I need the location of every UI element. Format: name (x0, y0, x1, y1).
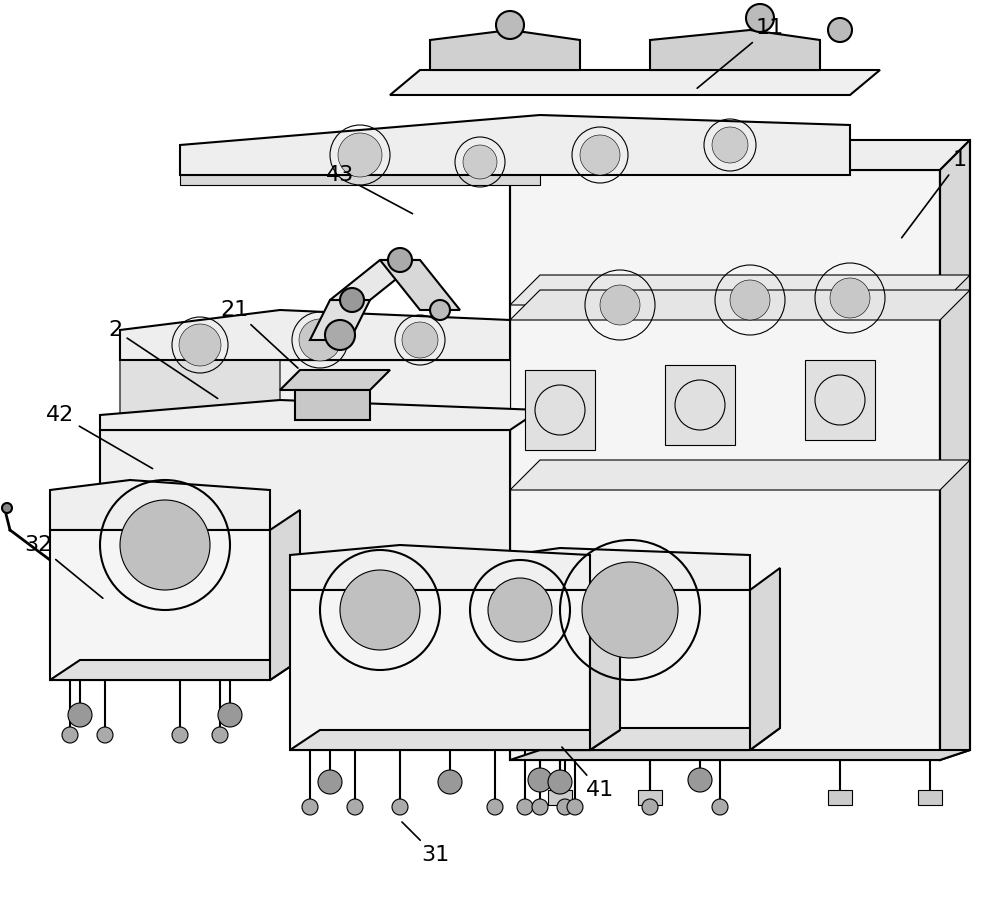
Circle shape (746, 4, 774, 32)
Bar (638, 790, 662, 805)
Polygon shape (940, 140, 970, 760)
Polygon shape (805, 360, 875, 440)
Polygon shape (100, 430, 510, 600)
Polygon shape (510, 590, 750, 750)
Circle shape (438, 770, 462, 794)
Circle shape (302, 799, 318, 815)
Text: 11: 11 (697, 18, 784, 88)
Polygon shape (665, 365, 735, 445)
Polygon shape (390, 70, 880, 95)
Polygon shape (50, 480, 270, 530)
Circle shape (557, 799, 573, 815)
Polygon shape (330, 260, 420, 300)
Circle shape (528, 768, 552, 792)
Text: 42: 42 (46, 405, 153, 469)
Circle shape (517, 799, 533, 815)
Circle shape (299, 319, 341, 361)
Polygon shape (180, 115, 850, 175)
Polygon shape (290, 545, 590, 590)
Circle shape (392, 799, 408, 815)
Polygon shape (510, 548, 750, 590)
Circle shape (830, 278, 870, 318)
Text: 41: 41 (562, 747, 614, 800)
Bar (918, 790, 942, 805)
Text: 2: 2 (108, 320, 218, 399)
Circle shape (388, 248, 412, 272)
Polygon shape (180, 175, 540, 185)
Circle shape (828, 18, 852, 42)
Polygon shape (525, 370, 595, 450)
Polygon shape (650, 30, 820, 70)
Text: 1: 1 (902, 150, 967, 238)
Circle shape (340, 570, 420, 650)
Circle shape (730, 280, 770, 320)
Circle shape (218, 703, 242, 727)
Circle shape (2, 503, 12, 513)
Circle shape (120, 500, 210, 590)
Circle shape (325, 320, 355, 350)
Circle shape (179, 324, 221, 366)
Polygon shape (510, 170, 940, 760)
Circle shape (68, 703, 92, 727)
Polygon shape (430, 30, 580, 70)
Bar (828, 790, 852, 805)
Polygon shape (290, 590, 590, 750)
Text: 43: 43 (326, 165, 413, 214)
Circle shape (172, 727, 188, 743)
Circle shape (496, 11, 524, 39)
Polygon shape (310, 300, 370, 340)
Polygon shape (510, 750, 970, 760)
Circle shape (532, 799, 548, 815)
Circle shape (212, 727, 228, 743)
Polygon shape (100, 400, 540, 430)
Circle shape (642, 799, 658, 815)
Polygon shape (270, 510, 300, 680)
Circle shape (430, 300, 450, 320)
Polygon shape (280, 370, 390, 390)
Circle shape (580, 135, 620, 175)
Circle shape (62, 727, 78, 743)
Text: 21: 21 (221, 300, 298, 368)
Circle shape (402, 322, 438, 358)
Bar (295, 390, 370, 420)
Polygon shape (590, 568, 620, 750)
Text: 31: 31 (402, 822, 449, 865)
Polygon shape (120, 310, 510, 360)
Polygon shape (50, 660, 300, 680)
Polygon shape (510, 140, 970, 170)
Circle shape (318, 770, 342, 794)
Polygon shape (50, 530, 270, 680)
Circle shape (582, 562, 678, 658)
Circle shape (347, 799, 363, 815)
Circle shape (463, 145, 497, 179)
Polygon shape (510, 460, 970, 490)
Circle shape (600, 285, 640, 325)
Polygon shape (290, 730, 620, 750)
Text: 32: 32 (24, 535, 103, 599)
Polygon shape (380, 260, 460, 310)
Polygon shape (510, 275, 970, 305)
Circle shape (97, 727, 113, 743)
Polygon shape (120, 360, 510, 475)
Polygon shape (750, 568, 780, 750)
Circle shape (340, 288, 364, 312)
Circle shape (567, 799, 583, 815)
Circle shape (712, 127, 748, 163)
Bar (548, 790, 572, 805)
Polygon shape (510, 290, 970, 320)
Polygon shape (120, 310, 280, 475)
Circle shape (488, 578, 552, 642)
Circle shape (487, 799, 503, 815)
Circle shape (712, 799, 728, 815)
Circle shape (688, 768, 712, 792)
Circle shape (548, 770, 572, 794)
Circle shape (338, 133, 382, 177)
Polygon shape (510, 728, 780, 750)
